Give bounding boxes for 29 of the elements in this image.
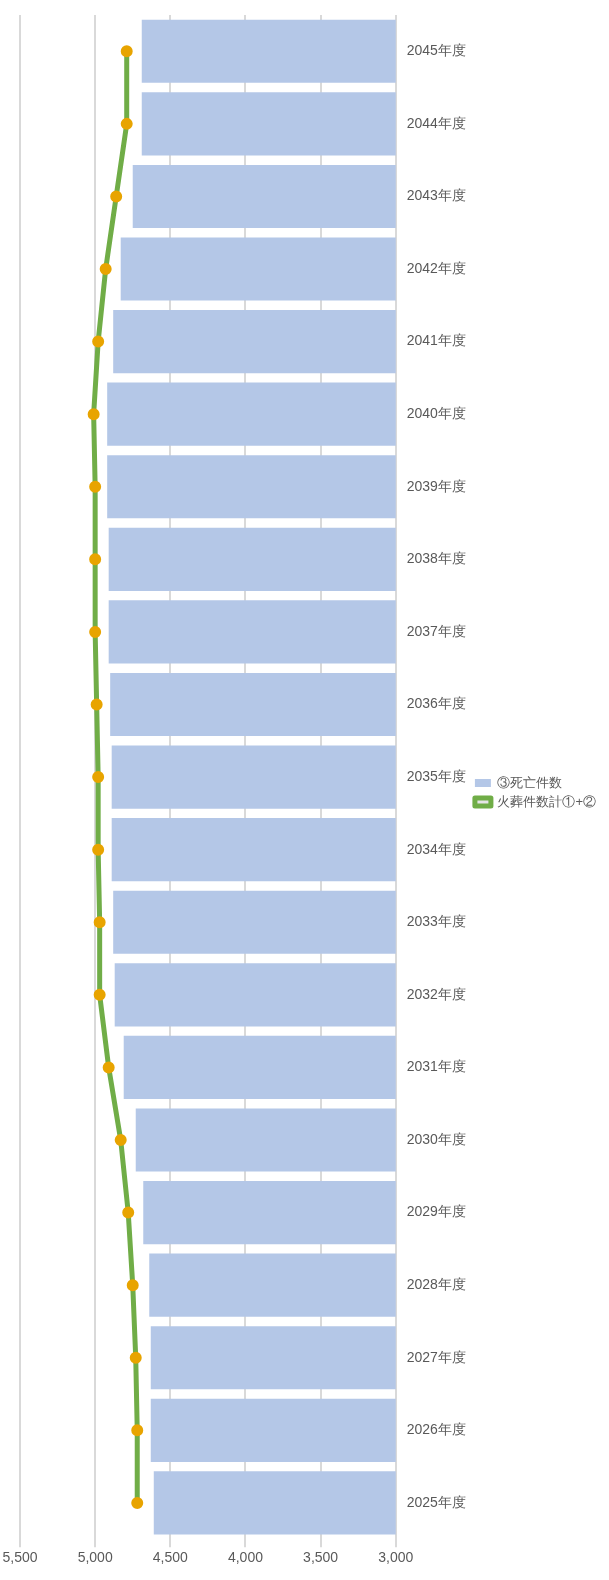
y-tick-label: 2035年度 — [406, 767, 466, 784]
y-tick-label: 2043年度 — [406, 187, 466, 204]
y-tick-label: 2033年度 — [406, 913, 466, 930]
y-tick-label: 2039年度 — [406, 477, 466, 494]
x-tick-label: 5,500 — [2, 1549, 38, 1566]
y-tick-label: 2045年度 — [406, 42, 466, 59]
y-tick-label: 2040年度 — [406, 405, 466, 422]
y-tick-label: 2034年度 — [406, 840, 466, 857]
y-tick-label: 2036年度 — [406, 695, 466, 712]
y-tick-label: 2029年度 — [406, 1203, 466, 1220]
x-tick-label: 3,500 — [303, 1549, 339, 1566]
y-tick-label: 2026年度 — [406, 1421, 466, 1438]
y-tick-label: 2031年度 — [406, 1058, 466, 1075]
y-tick-label: 2042年度 — [406, 259, 466, 276]
y-tick-label: 2028年度 — [406, 1276, 466, 1293]
y-tick-label: 2025年度 — [406, 1493, 466, 1510]
x-tick-label: 5,000 — [77, 1549, 113, 1566]
x-tick-label: 3,000 — [378, 1549, 414, 1566]
y-tick-label: 2041年度 — [406, 332, 466, 349]
x-tick-label: 4,000 — [227, 1549, 264, 1566]
y-tick-label: 2030年度 — [406, 1130, 466, 1147]
x-tick-label: 4,500 — [152, 1549, 189, 1566]
legend-label: 火葬件数計①+② — [497, 793, 596, 809]
y-tick-label: 2038年度 — [406, 550, 466, 567]
y-tick-label: 2044年度 — [406, 114, 466, 131]
y-tick-label: 2027年度 — [406, 1348, 466, 1365]
y-tick-label: 2037年度 — [406, 622, 466, 639]
y-tick-label: 2032年度 — [406, 985, 466, 1002]
legend-label: ③死亡件数 — [497, 774, 563, 790]
